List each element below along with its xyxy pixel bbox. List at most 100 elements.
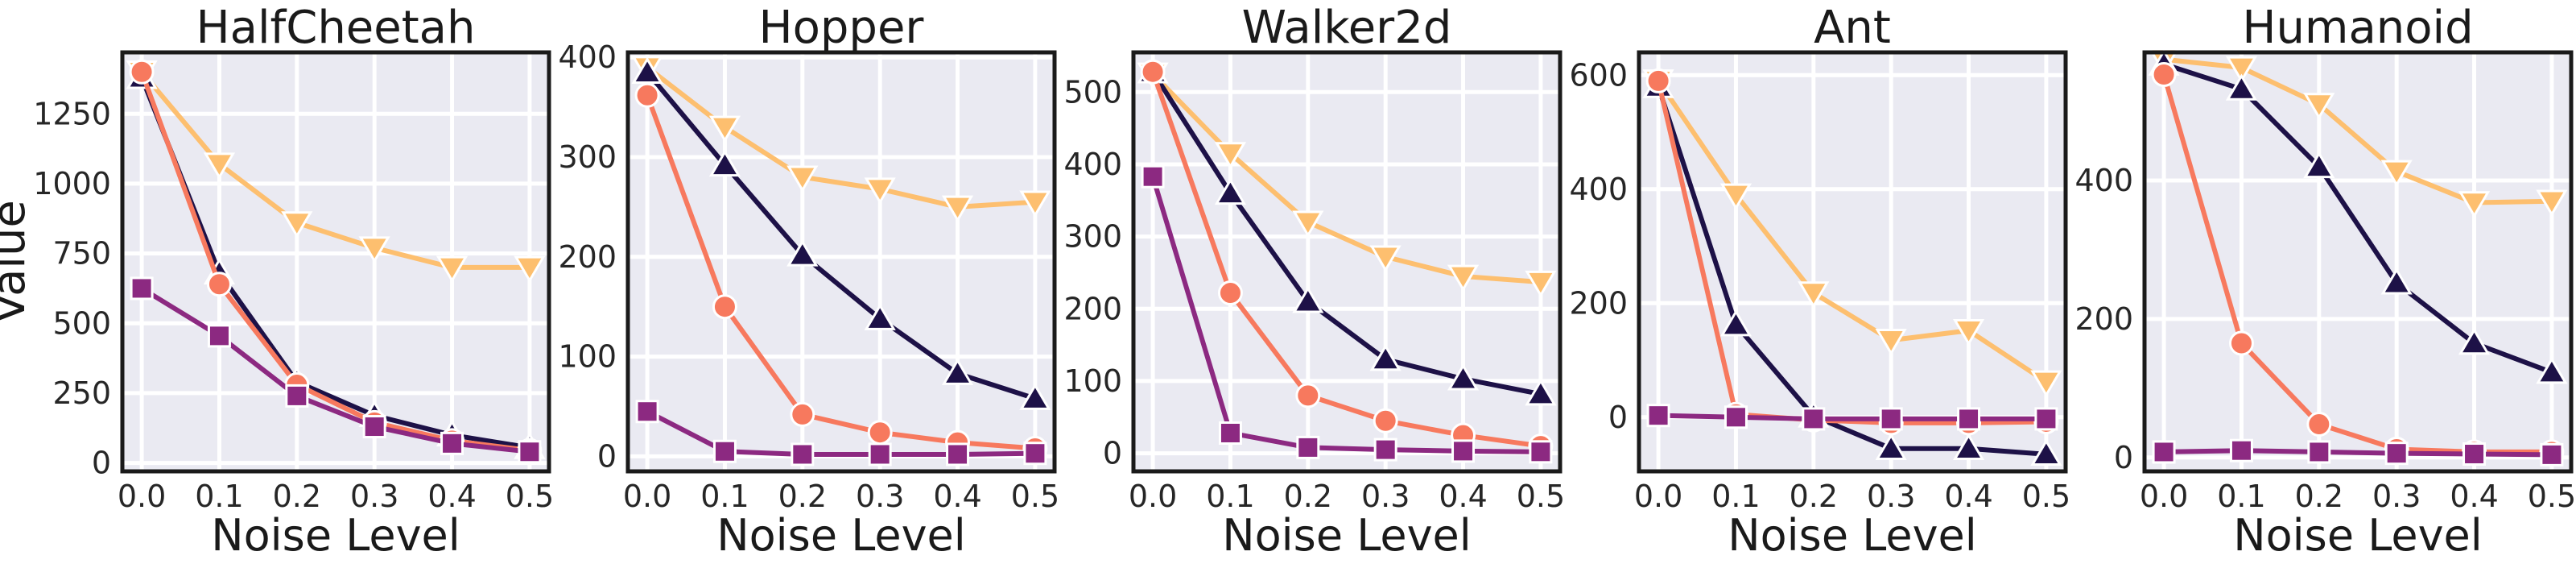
chart-title: Hopper	[759, 2, 925, 54]
x-tick-label: 0.2	[1790, 479, 1838, 514]
data-point	[1525, 270, 1557, 298]
x-tick-label: 0.5	[506, 479, 554, 514]
x-tick-label: 0.3	[856, 479, 904, 514]
plot-area	[1133, 52, 1560, 471]
data-point	[1798, 281, 1830, 309]
x-tick-label: 0.2	[273, 479, 321, 514]
chart-panel-halfcheetah: 0.0 0.1 0.2 0.3 0.4 0.5 0 250 500 750 1000 1250 Half…	[0, 2, 554, 561]
data-point	[1525, 378, 1557, 406]
y-tick-label: 500	[52, 305, 111, 341]
data-point	[436, 255, 469, 284]
x-tick-label: 0.3	[1361, 479, 1410, 514]
series-line-2	[2163, 61, 2553, 375]
y-tick-label: 500	[1063, 74, 1122, 110]
data-point	[786, 239, 819, 267]
data-point	[2225, 56, 2258, 84]
series-line-4	[646, 409, 1035, 457]
x-axis-label: Noise Level	[2233, 510, 2483, 561]
y-tick-label: 750	[52, 236, 111, 272]
plot-frame	[2142, 50, 2574, 474]
data-point	[2307, 440, 2331, 464]
data-point	[1292, 210, 1324, 238]
data-point	[1141, 164, 1165, 189]
data-point	[1373, 408, 1398, 433]
data-point	[2540, 442, 2564, 467]
data-point	[2303, 93, 2335, 120]
data-point	[946, 442, 970, 467]
x-tick-label: 0.5	[2528, 479, 2576, 514]
data-point	[941, 195, 974, 223]
data-point	[864, 177, 896, 205]
y-tick-label: 0	[597, 438, 617, 474]
data-point	[712, 294, 737, 320]
data-point	[1019, 383, 1051, 410]
series-line-1	[139, 70, 530, 270]
series-line-3	[1656, 80, 2046, 425]
plot-frame	[120, 50, 551, 474]
x-tick-label: 0.5	[2022, 479, 2070, 514]
x-tick-label: 0.4	[933, 479, 981, 514]
x-tick-label: 0.0	[623, 479, 671, 514]
chart-panel-walker2d: 0.0 0.1 0.2 0.3 0.4 0.5 0 100 200 300 400 500 Walker…	[1063, 2, 1565, 561]
data-point	[281, 211, 313, 238]
chart-title: Ant	[1814, 2, 1891, 54]
data-point	[864, 303, 896, 330]
data-point	[786, 165, 819, 193]
data-point	[2034, 407, 2058, 431]
x-tick-label: 0.2	[778, 479, 827, 514]
x-tick-label: 0.5	[1011, 479, 1059, 514]
data-point	[1957, 407, 1981, 431]
data-point	[518, 440, 542, 464]
data-point	[1292, 286, 1324, 313]
data-point	[358, 236, 390, 263]
y-tick-label: 200	[1569, 285, 1628, 321]
data-point	[941, 358, 974, 385]
plot-area	[2145, 52, 2571, 471]
data-point	[1140, 59, 1166, 85]
x-tick-label: 0.0	[1634, 479, 1682, 514]
data-point	[2030, 370, 2062, 398]
data-point	[2536, 356, 2568, 384]
x-tick-label: 0.1	[1206, 479, 1254, 514]
y-tick-label: 1000	[33, 166, 111, 201]
data-point	[791, 442, 815, 467]
data-point	[1875, 433, 1907, 460]
data-point	[1875, 329, 1907, 356]
y-axis-label: Value	[0, 200, 35, 324]
y-tick-label: 400	[558, 39, 617, 75]
x-tick-label: 0.1	[1711, 479, 1760, 514]
x-tick-label: 0.0	[2140, 479, 2188, 514]
data-point	[206, 272, 232, 297]
series-line-1	[2163, 56, 2552, 205]
data-point	[1447, 363, 1480, 391]
x-tick-label: 0.0	[118, 479, 166, 514]
plot-frame	[625, 50, 1057, 474]
plot-area	[1639, 52, 2066, 471]
data-point	[207, 324, 231, 348]
data-point	[1719, 309, 1752, 337]
series-line-1	[1150, 72, 1542, 285]
series-line-2	[645, 70, 1036, 401]
plot-frame	[1637, 50, 2068, 474]
data-point	[1019, 190, 1051, 218]
data-point	[1802, 407, 1826, 431]
x-tick-label: 0.1	[2217, 479, 2265, 514]
data-point	[1373, 438, 1397, 462]
data-point	[2380, 267, 2413, 295]
data-point	[285, 384, 309, 408]
y-tick-label: 0	[1608, 400, 1628, 435]
data-point	[2229, 438, 2253, 462]
x-tick-label: 0.2	[1284, 479, 1332, 514]
data-point	[708, 115, 741, 143]
series-line-4	[140, 286, 530, 454]
series-line-4	[1150, 176, 1541, 454]
y-tick-label: 400	[1063, 147, 1122, 182]
x-tick-label: 0.1	[195, 479, 243, 514]
data-point	[362, 415, 386, 439]
series-line-2	[1656, 85, 2047, 457]
plot-frame	[1131, 50, 1563, 474]
data-point	[1447, 264, 1480, 292]
y-tick-label: 1250	[33, 96, 111, 131]
data-point	[2306, 412, 2332, 438]
y-tick-label: 200	[558, 239, 617, 275]
